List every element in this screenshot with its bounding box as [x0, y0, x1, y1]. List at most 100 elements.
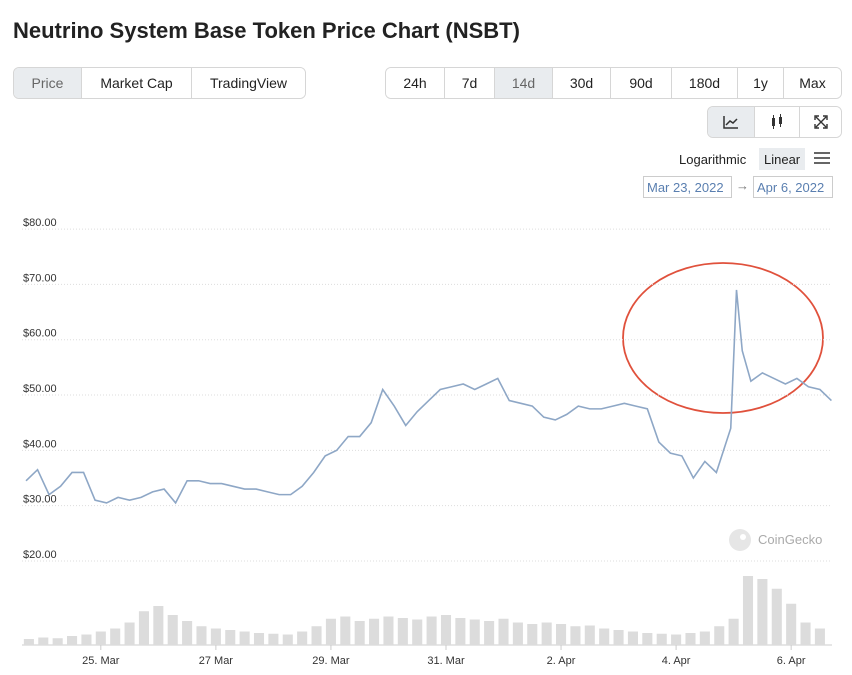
volume-bar: [38, 637, 49, 645]
date-to[interactable]: Apr 6, 2022: [753, 176, 833, 198]
volume-bar: [699, 631, 710, 645]
volume-bar: [196, 626, 207, 645]
volume-bar: [23, 639, 34, 645]
volume-bar: [354, 621, 365, 645]
volume-bar: [397, 618, 408, 645]
icon: [723, 116, 738, 129]
volume-bar: [771, 588, 782, 645]
volume-bar: [383, 616, 394, 645]
volume-bar: [81, 634, 92, 645]
candle-chart-button[interactable]: [755, 107, 800, 137]
y-tick-label: $20.00: [23, 549, 57, 561]
icon: [772, 114, 782, 129]
annotation-circle: [622, 262, 824, 414]
volume-bar: [282, 634, 293, 645]
volume-bar: [182, 621, 193, 645]
tab[interactable]: Price: [14, 68, 82, 98]
volume-bar: [469, 619, 480, 645]
volume-bar: [412, 619, 423, 645]
range-button[interactable]: 14d: [495, 68, 553, 98]
line-chart-button[interactable]: [708, 107, 755, 137]
volume-bar: [512, 622, 523, 645]
y-tick-label: $30.00: [23, 494, 57, 506]
volume-bar: [786, 603, 797, 645]
watermark-logo: [729, 529, 751, 551]
volume-bar: [239, 631, 250, 645]
x-tick-label: 6. Apr: [777, 655, 806, 667]
volume-bar: [800, 622, 811, 645]
tab[interactable]: Market Cap: [82, 68, 192, 98]
volume-bar: [311, 626, 322, 645]
volume-bar: [340, 616, 351, 645]
volume-bar: [484, 621, 495, 645]
x-tick-label: 2. Apr: [547, 655, 576, 667]
date-from[interactable]: Mar 23, 2022: [643, 176, 732, 198]
volume-bar: [757, 579, 768, 645]
y-tick-label: $50.00: [23, 383, 57, 395]
y-tick-label: $70.00: [23, 272, 57, 284]
volume-bar: [814, 628, 825, 645]
volume-bar: [570, 626, 581, 645]
volume-bar: [728, 618, 739, 645]
volume-bar: [556, 624, 567, 645]
volume-bar: [124, 622, 135, 645]
range-button[interactable]: 7d: [445, 68, 495, 98]
volume-bar: [52, 638, 63, 645]
volume-bar: [297, 631, 308, 645]
icon: [813, 115, 828, 129]
volume-bar: [527, 624, 538, 645]
volume-bar: [685, 633, 696, 645]
volume-bar: [584, 625, 595, 645]
volume-bar: [167, 615, 178, 645]
range-button[interactable]: 24h: [386, 68, 445, 98]
volume-bar: [110, 628, 121, 645]
volume-bar: [455, 618, 466, 645]
fullscreen-button[interactable]: [800, 107, 841, 137]
volume-bar: [153, 606, 164, 645]
volume-bar: [599, 628, 610, 645]
scale-option[interactable]: Linear: [759, 148, 806, 170]
volume-bar: [498, 618, 509, 645]
volume-bar: [613, 630, 624, 645]
tab-group: Price Market Cap TradingView: [13, 67, 306, 99]
volume-bar: [325, 618, 336, 645]
range-button[interactable]: 30d: [553, 68, 611, 98]
volume-bar: [541, 622, 552, 645]
volume-bar: [426, 616, 437, 645]
range-button[interactable]: 90d: [611, 68, 672, 98]
volume-bar: [210, 628, 221, 645]
menu-icon[interactable]: [813, 151, 831, 165]
volume-bar: [225, 630, 236, 645]
volume-bar: [67, 636, 78, 645]
volume-bar: [369, 618, 380, 645]
tab[interactable]: TradingView: [192, 68, 305, 98]
volume-bar: [627, 631, 638, 645]
page-title: Neutrino System Base Token Price Chart (…: [13, 18, 520, 43]
volume-bar: [440, 615, 452, 645]
arrow: →: [736, 178, 749, 193]
price-line: [25, 289, 832, 505]
range-button[interactable]: 1y: [738, 68, 784, 98]
volume-bar: [671, 634, 682, 645]
x-tick-label: 29. Mar: [312, 655, 350, 667]
y-tick-label: $80.00: [23, 217, 57, 229]
scale-option[interactable]: Logarithmic: [679, 151, 747, 167]
chart-type-group: [707, 106, 842, 138]
watermark: CoinGecko: [758, 532, 822, 547]
volume-bar: [742, 576, 754, 645]
y-tick-label: $40.00: [23, 438, 57, 450]
y-tick-label: $60.00: [23, 328, 57, 340]
range-button[interactable]: Max: [784, 68, 841, 98]
volume-bar: [656, 633, 667, 645]
range-group: 24h 7d 14d 30d 90d 180d 1y Max: [385, 67, 842, 99]
x-tick-label: 27 Mar: [199, 655, 234, 667]
volume-bar: [138, 611, 149, 645]
volume-bar: [268, 633, 279, 645]
x-tick-label: 25. Mar: [82, 655, 120, 667]
volume-bar: [642, 633, 653, 645]
volume-bar: [714, 626, 725, 645]
x-tick-label: 31. Mar: [427, 655, 465, 667]
range-button[interactable]: 180d: [672, 68, 738, 98]
